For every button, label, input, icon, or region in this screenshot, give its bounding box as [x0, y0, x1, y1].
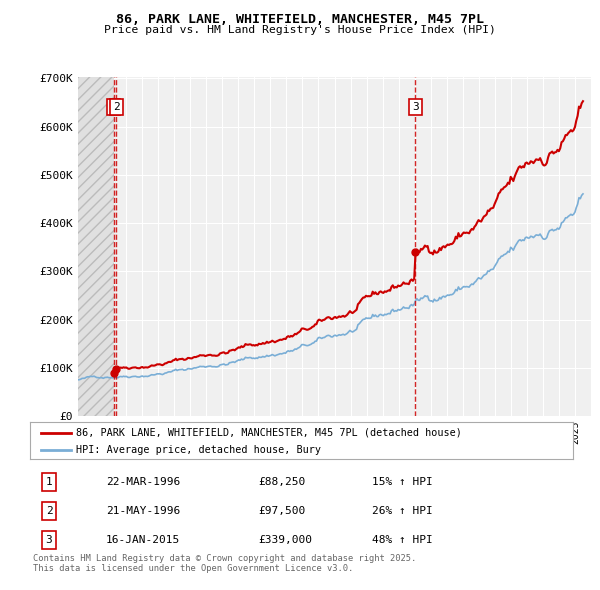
- Text: 86, PARK LANE, WHITEFIELD, MANCHESTER, M45 7PL (detached house): 86, PARK LANE, WHITEFIELD, MANCHESTER, M…: [76, 428, 462, 438]
- Text: 1: 1: [110, 102, 117, 112]
- Text: 15% ↑ HPI: 15% ↑ HPI: [372, 477, 433, 487]
- Text: 2: 2: [113, 102, 119, 112]
- Text: 22-MAR-1996: 22-MAR-1996: [106, 477, 180, 487]
- Text: 3: 3: [412, 102, 419, 112]
- Text: HPI: Average price, detached house, Bury: HPI: Average price, detached house, Bury: [76, 445, 321, 455]
- Text: 21-MAY-1996: 21-MAY-1996: [106, 506, 180, 516]
- Text: 3: 3: [46, 535, 52, 545]
- Text: Contains HM Land Registry data © Crown copyright and database right 2025.
This d: Contains HM Land Registry data © Crown c…: [33, 554, 416, 573]
- Text: 1: 1: [46, 477, 52, 487]
- Text: £97,500: £97,500: [258, 506, 305, 516]
- Text: £339,000: £339,000: [258, 535, 312, 545]
- Text: Price paid vs. HM Land Registry's House Price Index (HPI): Price paid vs. HM Land Registry's House …: [104, 25, 496, 35]
- Text: £88,250: £88,250: [258, 477, 305, 487]
- Text: 86, PARK LANE, WHITEFIELD, MANCHESTER, M45 7PL: 86, PARK LANE, WHITEFIELD, MANCHESTER, M…: [116, 13, 484, 26]
- Text: 2: 2: [46, 506, 52, 516]
- Text: 26% ↑ HPI: 26% ↑ HPI: [372, 506, 433, 516]
- Bar: [78, 77, 113, 416]
- Text: 48% ↑ HPI: 48% ↑ HPI: [372, 535, 433, 545]
- Text: 16-JAN-2015: 16-JAN-2015: [106, 535, 180, 545]
